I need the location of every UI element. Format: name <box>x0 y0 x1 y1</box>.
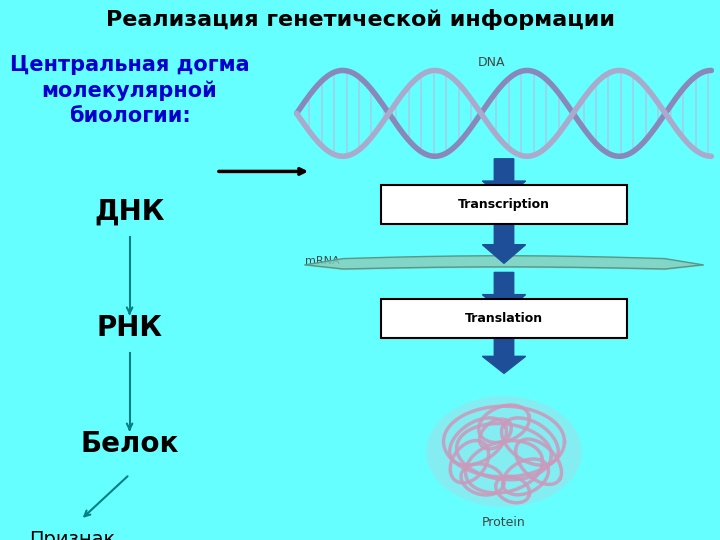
Polygon shape <box>482 272 526 313</box>
Polygon shape <box>482 222 526 264</box>
Text: mRNA: mRNA <box>305 256 340 266</box>
Text: Центральная догма
молекулярной
биологии:: Центральная догма молекулярной биологии: <box>10 55 249 125</box>
Text: РНК: РНК <box>96 314 163 342</box>
Text: Белок: Белок <box>81 430 179 458</box>
Text: Transcription: Transcription <box>458 198 550 211</box>
Text: Translation: Translation <box>465 312 543 325</box>
FancyBboxPatch shape <box>381 185 627 225</box>
Text: Признак: Признак <box>29 530 115 540</box>
Text: DNA: DNA <box>477 56 505 69</box>
Polygon shape <box>482 159 526 199</box>
Polygon shape <box>482 335 526 373</box>
Text: Реализация генетической информации: Реализация генетической информации <box>106 9 614 30</box>
Text: ДНК: ДНК <box>94 198 165 226</box>
FancyBboxPatch shape <box>381 299 627 338</box>
Ellipse shape <box>426 396 582 507</box>
Text: Protein: Protein <box>482 516 526 529</box>
